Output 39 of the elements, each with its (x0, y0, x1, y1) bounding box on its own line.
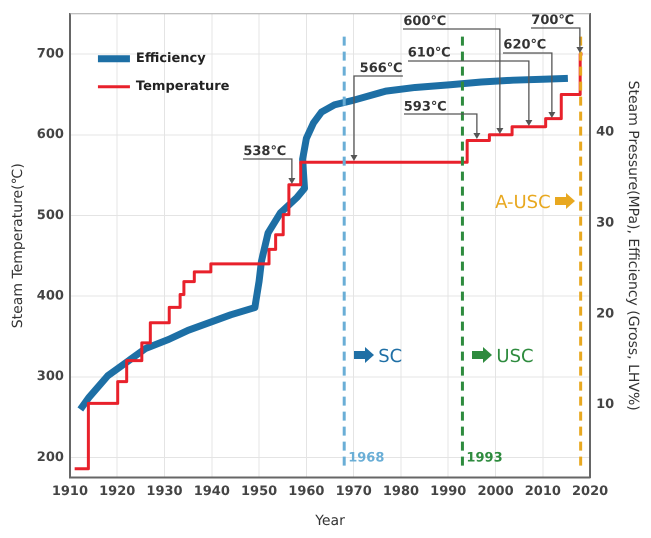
x-tick-label: 1970 (336, 484, 372, 499)
y-tick-label: 500 (36, 208, 64, 223)
annotation: 610℃ (408, 46, 451, 61)
annotation: 600℃ (403, 14, 446, 29)
ref-line-label: 1993 (466, 450, 503, 466)
annotation: 593℃ (404, 99, 447, 114)
y-axis-title: Steam Temperature(℃) (10, 163, 26, 328)
annotation: USC (496, 346, 534, 367)
x-axis-title: Year (314, 513, 346, 530)
x-tick-label: 1980 (382, 484, 420, 499)
ref-line-label: 1968 (348, 450, 384, 466)
y-tick-label: 200 (36, 450, 64, 465)
x-tick-label: 2000 (477, 484, 514, 499)
annotation: 538℃ (243, 144, 286, 159)
x-tick-label: 1930 (146, 484, 183, 499)
legend-label: Efficiency (136, 51, 206, 66)
annotation: 566℃ (360, 61, 403, 76)
y-tick-label: 600 (36, 127, 64, 142)
annotation: 700℃ (531, 13, 574, 28)
annotation: SC (378, 346, 402, 367)
annotation: 620℃ (503, 38, 546, 53)
y-tick-label: 400 (36, 288, 64, 304)
annotation: A-USC (495, 192, 551, 213)
y-tick-label: 700 (36, 46, 64, 62)
y2-tick-label: 30 (596, 215, 614, 230)
x-tick-label: 1920 (99, 484, 136, 499)
x-tick-label: 2010 (524, 484, 561, 499)
y2-tick-label: 40 (596, 124, 614, 140)
x-tick-label: 1910 (52, 484, 88, 499)
y-tick-label: 300 (36, 369, 64, 384)
y2-tick-label: 10 (596, 397, 614, 412)
x-tick-label: 1950 (240, 484, 278, 499)
y2-axis-title: Steam Pressure(MPa), Efficiency (Gross, LHV%) (624, 80, 641, 411)
legend-label: Temperature (136, 79, 230, 94)
y2-tick-label: 20 (596, 306, 614, 322)
x-tick-label: 2020 (572, 484, 608, 499)
x-tick-label: 1940 (194, 484, 230, 499)
x-tick-label: 1990 (430, 484, 466, 499)
x-tick-label: 1960 (288, 484, 324, 499)
